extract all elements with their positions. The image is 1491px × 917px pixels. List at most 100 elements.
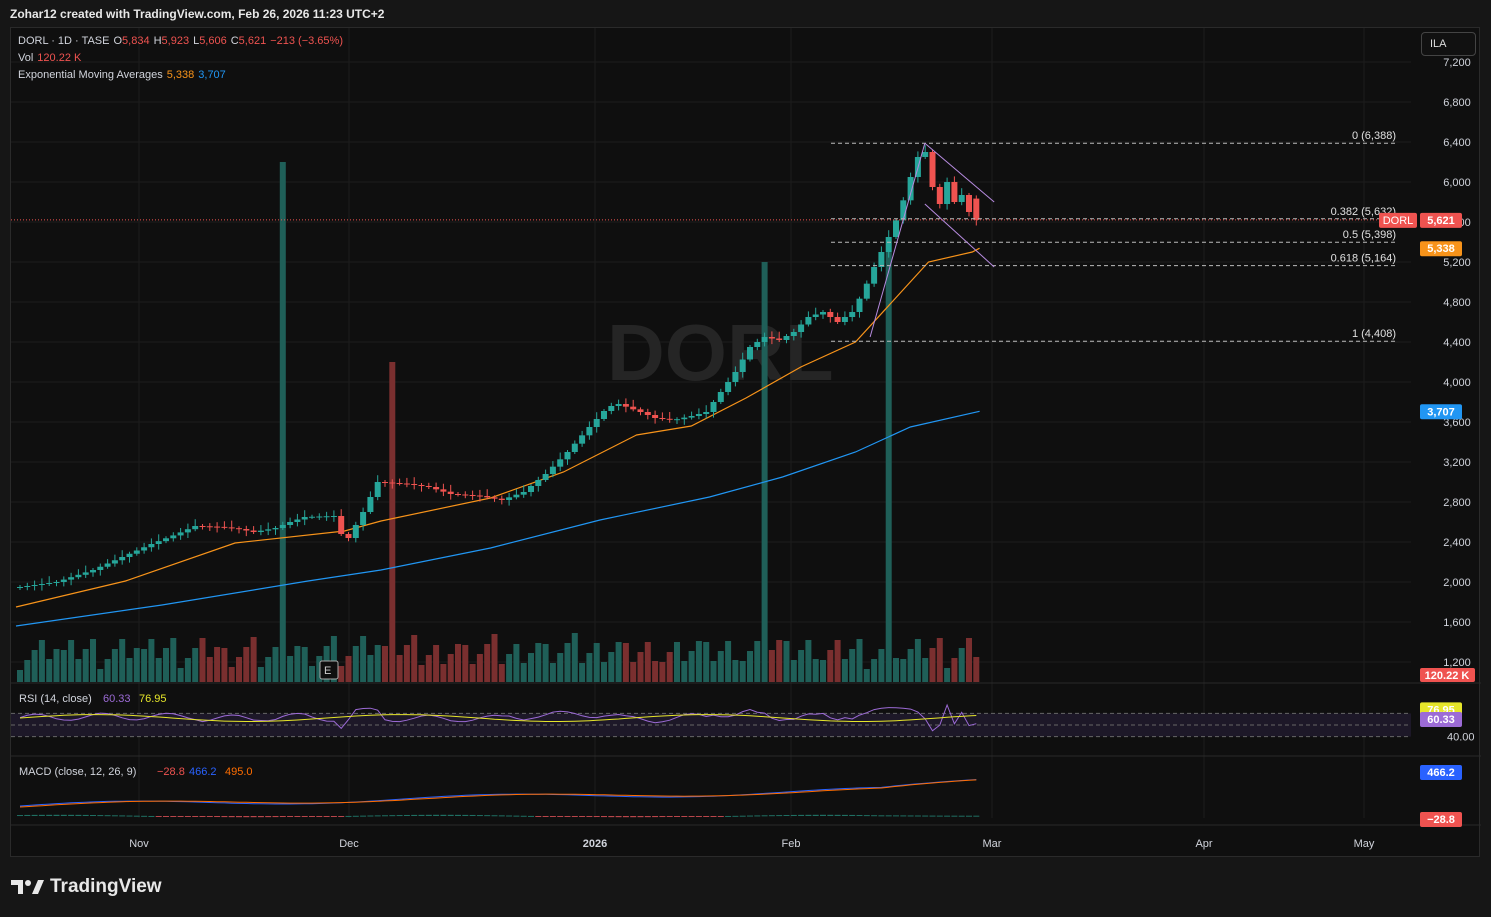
legend-vol: 120.22 K <box>37 52 82 64</box>
candle <box>579 435 586 444</box>
candle <box>958 195 965 202</box>
candle <box>425 486 432 487</box>
candle <box>374 482 381 497</box>
candle <box>38 584 45 585</box>
macd-hist-bar <box>878 815 885 817</box>
legend-change: −213 (−3.65%) <box>270 35 343 47</box>
candle <box>900 200 907 221</box>
macd-hist-bar <box>622 816 629 818</box>
macd-hist-bar <box>345 815 352 817</box>
volume-bar <box>38 640 45 682</box>
volume-bar <box>608 652 615 682</box>
macd-hist-bar <box>97 815 104 817</box>
macd-hist-bar <box>17 815 23 817</box>
legend-symbol[interactable]: DORL · 1D · TASE <box>18 35 110 47</box>
price-axis-tick: 1,600 <box>1443 617 1471 629</box>
volume-bar <box>783 641 790 682</box>
candle <box>528 486 534 492</box>
macd-hist-bar <box>184 816 191 817</box>
candle <box>455 494 461 495</box>
candle <box>126 553 133 557</box>
macd-hist-bar <box>148 815 155 817</box>
macd-hist-bar <box>403 814 410 816</box>
volume-bar <box>184 658 191 682</box>
volume-bar <box>966 638 972 682</box>
time-axis-tick: 2026 <box>583 838 607 850</box>
macd-hist-bar <box>549 816 556 817</box>
macd-hist-bar <box>798 814 805 816</box>
volume-bar <box>579 663 586 682</box>
macd-hist-bar <box>951 815 958 817</box>
macd-hist-tag-label: −28.8 <box>1427 814 1455 826</box>
volume-bar <box>929 648 936 682</box>
macd-hist-bar <box>783 815 790 817</box>
tradingview-logo[interactable]: TradingView <box>10 876 162 898</box>
volume-bar <box>710 661 717 682</box>
candle <box>287 522 294 525</box>
macd-hist-bar <box>287 816 294 817</box>
candle <box>214 526 221 528</box>
candle <box>250 530 257 532</box>
volume-bar <box>228 667 235 682</box>
legend-ema-fast: 5,338 <box>166 69 195 81</box>
volume-bar <box>893 658 899 682</box>
candle <box>184 529 191 533</box>
earnings-marker-icon <box>319 660 339 680</box>
volume-bar <box>754 641 761 682</box>
candle <box>849 312 856 317</box>
macd-hist-bar <box>330 816 337 817</box>
volume-bar <box>133 648 140 682</box>
macd-hist-bar <box>695 816 702 817</box>
macd-hist-bar <box>411 814 418 816</box>
volume-bar <box>163 648 169 682</box>
candle <box>396 483 403 484</box>
currency-button[interactable]: ILA <box>1421 32 1476 56</box>
candle <box>403 483 410 485</box>
volume-bar <box>542 644 549 682</box>
macd-hist-bar <box>973 815 980 817</box>
volume-bar <box>768 650 775 682</box>
volume-bar <box>31 650 38 682</box>
volume-bar <box>309 666 315 682</box>
macd-hist-bar <box>944 815 951 817</box>
candle <box>878 252 885 267</box>
macd-hist-bar <box>652 816 659 818</box>
candle <box>630 406 637 410</box>
macd-hist-bar <box>615 816 622 818</box>
candle <box>798 324 805 332</box>
volume-bar <box>717 651 724 682</box>
volume-bar <box>68 640 75 682</box>
candle <box>739 359 746 372</box>
candle <box>265 529 272 531</box>
rsi-value-tag-label: 60.33 <box>1427 714 1455 726</box>
macd-signal-line <box>19 779 977 808</box>
volume-bar <box>644 642 651 682</box>
macd-hist-bar <box>571 816 578 817</box>
macd-hist-bar <box>885 815 892 817</box>
candle <box>206 526 213 528</box>
volume-bar <box>973 657 980 682</box>
macd-hist-bar <box>199 816 206 817</box>
candle <box>447 491 454 494</box>
macd-hist-bar <box>659 816 666 818</box>
volume-tag <box>1420 668 1475 682</box>
macd-hist-bar <box>104 815 111 817</box>
candle <box>360 512 367 525</box>
fib-level-label: 0.618 (5,164) <box>1331 253 1396 265</box>
candle <box>893 220 899 237</box>
candle <box>820 312 826 315</box>
macd-hist-bar <box>681 816 688 817</box>
legend-ema-label[interactable]: Exponential Moving Averages <box>18 69 163 81</box>
tradingview-logo-icon <box>11 880 44 894</box>
macd-hist-bar <box>433 814 440 816</box>
macd-hist-bar <box>966 815 972 817</box>
macd-hist-bar <box>469 814 476 816</box>
macd-hist-bar <box>163 816 169 817</box>
volume-bar <box>455 644 461 682</box>
macd-hist-bar <box>929 815 936 817</box>
candle <box>944 182 951 204</box>
macd-hist-bar <box>900 815 907 817</box>
volume-bar <box>221 648 228 682</box>
volume-bar <box>345 656 352 682</box>
